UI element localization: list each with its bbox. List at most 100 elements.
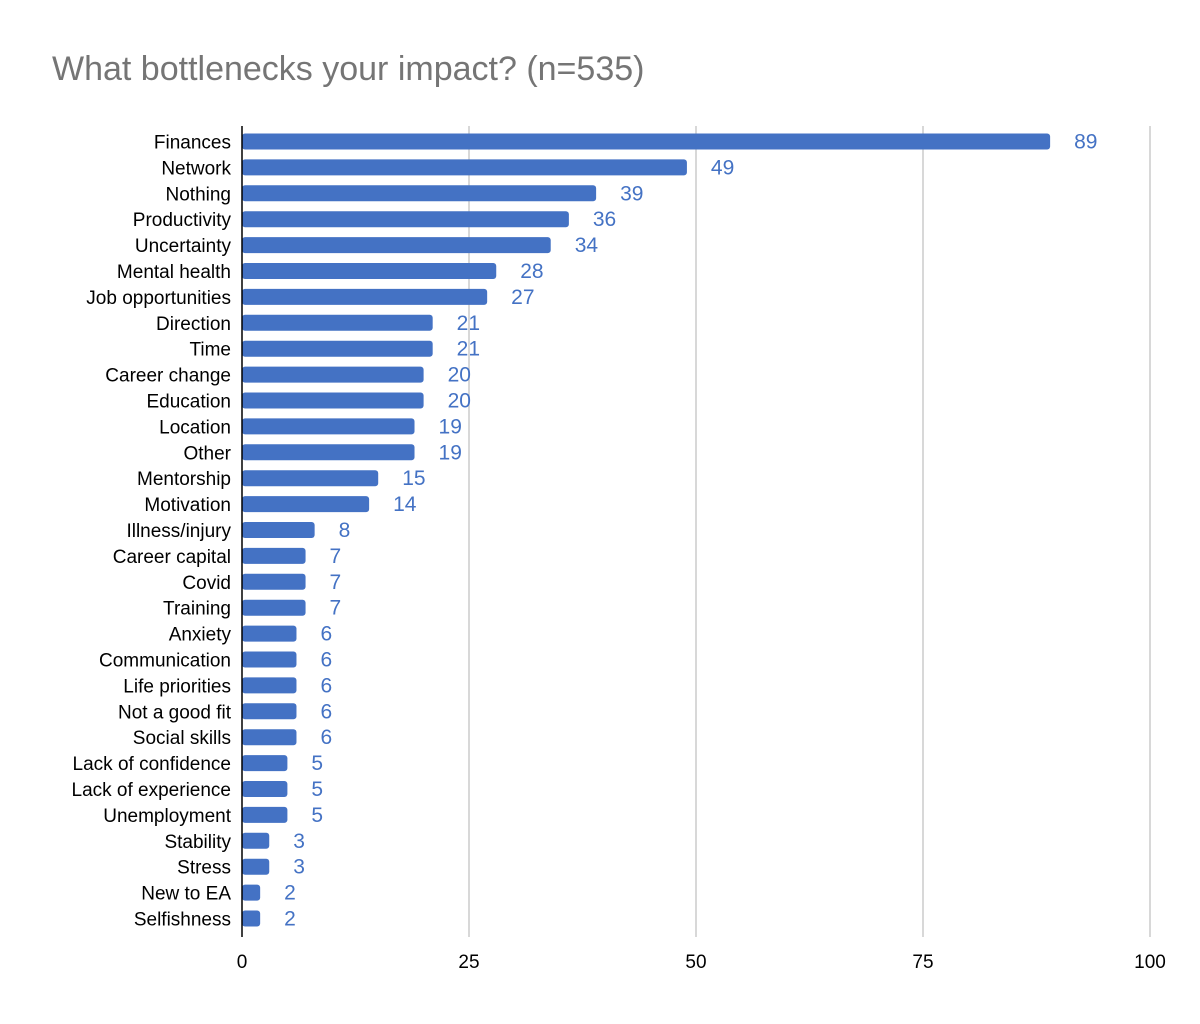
data-label-13: 15 [402, 467, 425, 490]
bar-24 [242, 755, 288, 772]
category-label-30: Selfishness [134, 910, 231, 931]
category-label-29: New to EA [141, 884, 231, 905]
data-label-24: 5 [311, 752, 323, 775]
bar-3 [242, 211, 569, 228]
data-label-3: 36 [593, 208, 616, 231]
data-label-21: 6 [320, 674, 332, 697]
bar-25 [242, 781, 288, 797]
data-label-20: 6 [320, 649, 332, 672]
data-label-11: 19 [439, 415, 462, 438]
bar-13 [242, 470, 379, 487]
bar-10 [242, 392, 424, 409]
bar-15 [242, 522, 315, 538]
category-label-15: Illness/injury [126, 521, 231, 542]
data-label-1: 49 [711, 156, 734, 179]
bar-7 [242, 314, 433, 331]
bar-5 [242, 263, 497, 279]
x-tick-label-0: 0 [237, 952, 248, 973]
bar-4 [242, 237, 551, 254]
data-label-30: 2 [284, 908, 296, 931]
data-label-8: 21 [457, 338, 480, 361]
data-label-9: 20 [448, 364, 471, 387]
category-label-24: Lack of confidence [73, 754, 231, 775]
data-label-14: 14 [393, 493, 417, 516]
category-label-23: Social skills [133, 728, 231, 749]
bar-1 [242, 159, 687, 176]
data-label-12: 19 [439, 441, 462, 464]
data-label-26: 5 [311, 804, 323, 827]
category-label-0: Finances [154, 133, 231, 154]
category-label-19: Anxiety [169, 625, 232, 646]
bar-30 [242, 910, 261, 927]
bar-19 [242, 625, 297, 642]
data-label-10: 20 [448, 390, 471, 413]
x-tick-label-3: 75 [912, 952, 933, 973]
category-label-10: Education [146, 392, 231, 413]
bar-22 [242, 703, 297, 720]
data-label-15: 8 [339, 519, 351, 542]
bar-14 [242, 496, 370, 513]
category-label-12: Other [183, 443, 231, 464]
bar-28 [242, 858, 270, 875]
category-label-26: Unemployment [103, 806, 231, 827]
bar-20 [242, 651, 297, 668]
bar-17 [242, 573, 306, 590]
category-label-1: Network [161, 158, 231, 179]
data-label-18: 7 [330, 597, 342, 620]
bar-2 [242, 185, 597, 202]
bar-26 [242, 806, 288, 823]
category-label-8: Time [189, 340, 231, 361]
category-label-25: Lack of experience [72, 780, 232, 801]
x-tick-label-2: 50 [685, 952, 706, 973]
category-label-21: Life priorities [123, 676, 231, 697]
bar-21 [242, 677, 297, 694]
category-label-2: Nothing [166, 184, 232, 205]
data-label-2: 39 [620, 182, 643, 205]
bar-18 [242, 599, 306, 616]
data-label-19: 6 [320, 623, 332, 646]
bar-6 [242, 288, 488, 305]
data-label-0: 89 [1074, 131, 1097, 154]
data-label-22: 6 [320, 700, 332, 723]
bar-16 [242, 547, 306, 564]
category-label-11: Location [159, 417, 231, 438]
category-label-20: Communication [99, 651, 231, 672]
data-label-4: 34 [575, 234, 599, 257]
data-label-28: 3 [293, 856, 305, 879]
bar-27 [242, 832, 270, 849]
bar-11 [242, 418, 415, 435]
category-label-3: Productivity [133, 210, 232, 231]
category-label-16: Career capital [113, 547, 231, 568]
x-tick-label-4: 100 [1134, 952, 1166, 973]
category-label-18: Training [163, 599, 231, 620]
category-label-9: Career change [105, 366, 231, 387]
data-label-29: 2 [284, 882, 296, 905]
category-label-5: Mental health [117, 262, 231, 283]
category-label-13: Mentorship [137, 469, 231, 490]
data-label-23: 6 [320, 726, 332, 749]
category-label-6: Job opportunities [86, 288, 231, 309]
category-label-7: Direction [156, 314, 231, 335]
data-label-6: 27 [511, 286, 534, 309]
bar-0 [242, 133, 1051, 150]
data-label-16: 7 [330, 545, 342, 568]
category-label-4: Uncertainty [135, 236, 232, 257]
category-label-28: Stress [177, 858, 231, 879]
bar-8 [242, 340, 433, 357]
category-label-17: Covid [182, 573, 231, 594]
data-label-17: 7 [330, 571, 342, 594]
chart-title: What bottlenecks your impact? (n=535) [52, 50, 645, 88]
x-tick-label-1: 25 [458, 952, 479, 973]
data-label-7: 21 [457, 312, 480, 335]
bar-9 [242, 366, 424, 383]
category-label-14: Motivation [144, 495, 231, 516]
bar-12 [242, 444, 415, 461]
category-label-27: Stability [164, 832, 231, 853]
data-label-25: 5 [311, 778, 323, 801]
bar-29 [242, 884, 261, 901]
bar-23 [242, 729, 297, 746]
category-label-22: Not a good fit [118, 702, 232, 723]
data-label-27: 3 [293, 830, 305, 853]
data-label-5: 28 [520, 260, 543, 283]
